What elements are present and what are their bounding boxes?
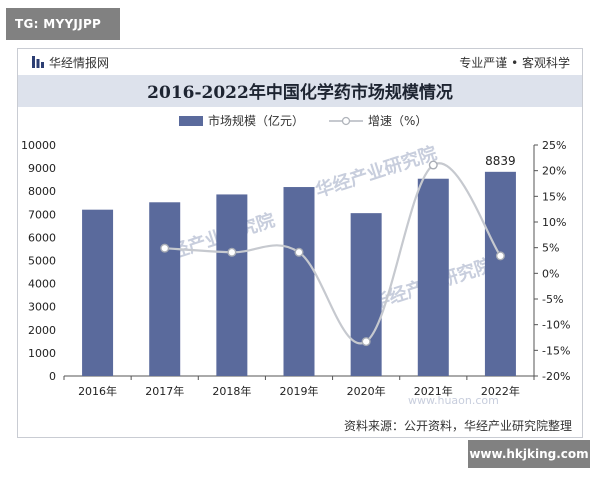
y-right-tick-label: 25% (542, 139, 566, 152)
y-left-tick-label: 5000 (28, 255, 56, 268)
bar-market-size (283, 187, 315, 376)
x-tick-label: 2022年 (481, 384, 520, 398)
bar-market-size (216, 194, 248, 376)
y-right-tick-label: 5% (542, 242, 559, 255)
logo-icon (32, 56, 44, 68)
title-band (18, 75, 582, 107)
legend: 市场规模（亿元） 增速（%） (18, 112, 582, 130)
footer-site-tag: www.hkjking.com (468, 440, 590, 468)
growth-point (361, 337, 371, 347)
bar-market-size (350, 213, 382, 376)
source-note: 资料来源：公开资料，华经产业研究院整理 (343, 419, 572, 433)
y-right-tick-label: 0% (542, 267, 559, 280)
y-left-tick-label: 1000 (28, 347, 56, 360)
growth-point (160, 243, 170, 253)
legend-label-market-size: 市场规模（亿元） (208, 114, 305, 128)
y-left-tick-label: 3000 (28, 301, 56, 314)
bar-market-size (417, 178, 449, 376)
y-left-tick-label: 7000 (28, 208, 56, 221)
bar-market-size (484, 171, 516, 376)
y-right-tick-label: -15% (542, 344, 570, 357)
chart-card: 华经情报网 专业严谨 • 客观科学 2016-2022年中国化学药市场规模情况 … (17, 48, 583, 438)
chart-title: 2016-2022年中国化学药市场规模情况 (147, 83, 453, 103)
channel-tag: TG: MYYJJPP (6, 8, 120, 40)
y-right-tick-label: 10% (542, 216, 566, 229)
card-header: 华经情报网 专业严谨 • 客观科学 (18, 49, 582, 75)
y-right-tick-label: 15% (542, 190, 566, 203)
watermark-url: www.huaon.com (408, 394, 499, 407)
y-left-tick-label: 0 (49, 370, 56, 383)
legend-swatch-bar (179, 116, 203, 126)
y-left-tick-label: 9000 (28, 162, 56, 175)
x-tick-label: 2021年 (414, 384, 453, 398)
y-right-tick-label: 20% (542, 165, 566, 178)
growth-point (428, 160, 438, 170)
bar-market-size (149, 202, 181, 376)
x-tick-label: 2016年 (78, 384, 117, 398)
x-tick-label: 2018年 (212, 384, 251, 398)
bar-market-size (82, 209, 114, 376)
legend-swatch-line (329, 116, 363, 126)
growth-point (495, 251, 505, 261)
y-left-tick-label: 6000 (28, 231, 56, 244)
combo-chart: 华经产业研究院华经产业研究院华经产业研究院www.huaon.com010002… (21, 139, 570, 407)
growth-point (227, 247, 237, 257)
y-left-tick-label: 10000 (21, 139, 56, 152)
x-tick-label: 2019年 (280, 384, 319, 398)
y-right-tick-label: -10% (542, 319, 570, 332)
logo-text: 华经情报网 (49, 56, 110, 70)
growth-point (294, 247, 304, 257)
motto: 专业严谨 • 客观科学 (459, 56, 570, 70)
y-left-tick-label: 4000 (28, 278, 56, 291)
y-left-tick-label: 2000 (28, 324, 56, 337)
y-left-tick-label: 8000 (28, 185, 56, 198)
y-right-tick-label: -5% (542, 293, 563, 306)
x-tick-label: 2017年 (145, 384, 184, 398)
y-right-tick-label: -20% (542, 370, 570, 383)
data-label-2022: 8839 (485, 154, 516, 168)
x-tick-label: 2020年 (347, 384, 386, 398)
legend-label-growth: 增速（%） (368, 114, 428, 128)
